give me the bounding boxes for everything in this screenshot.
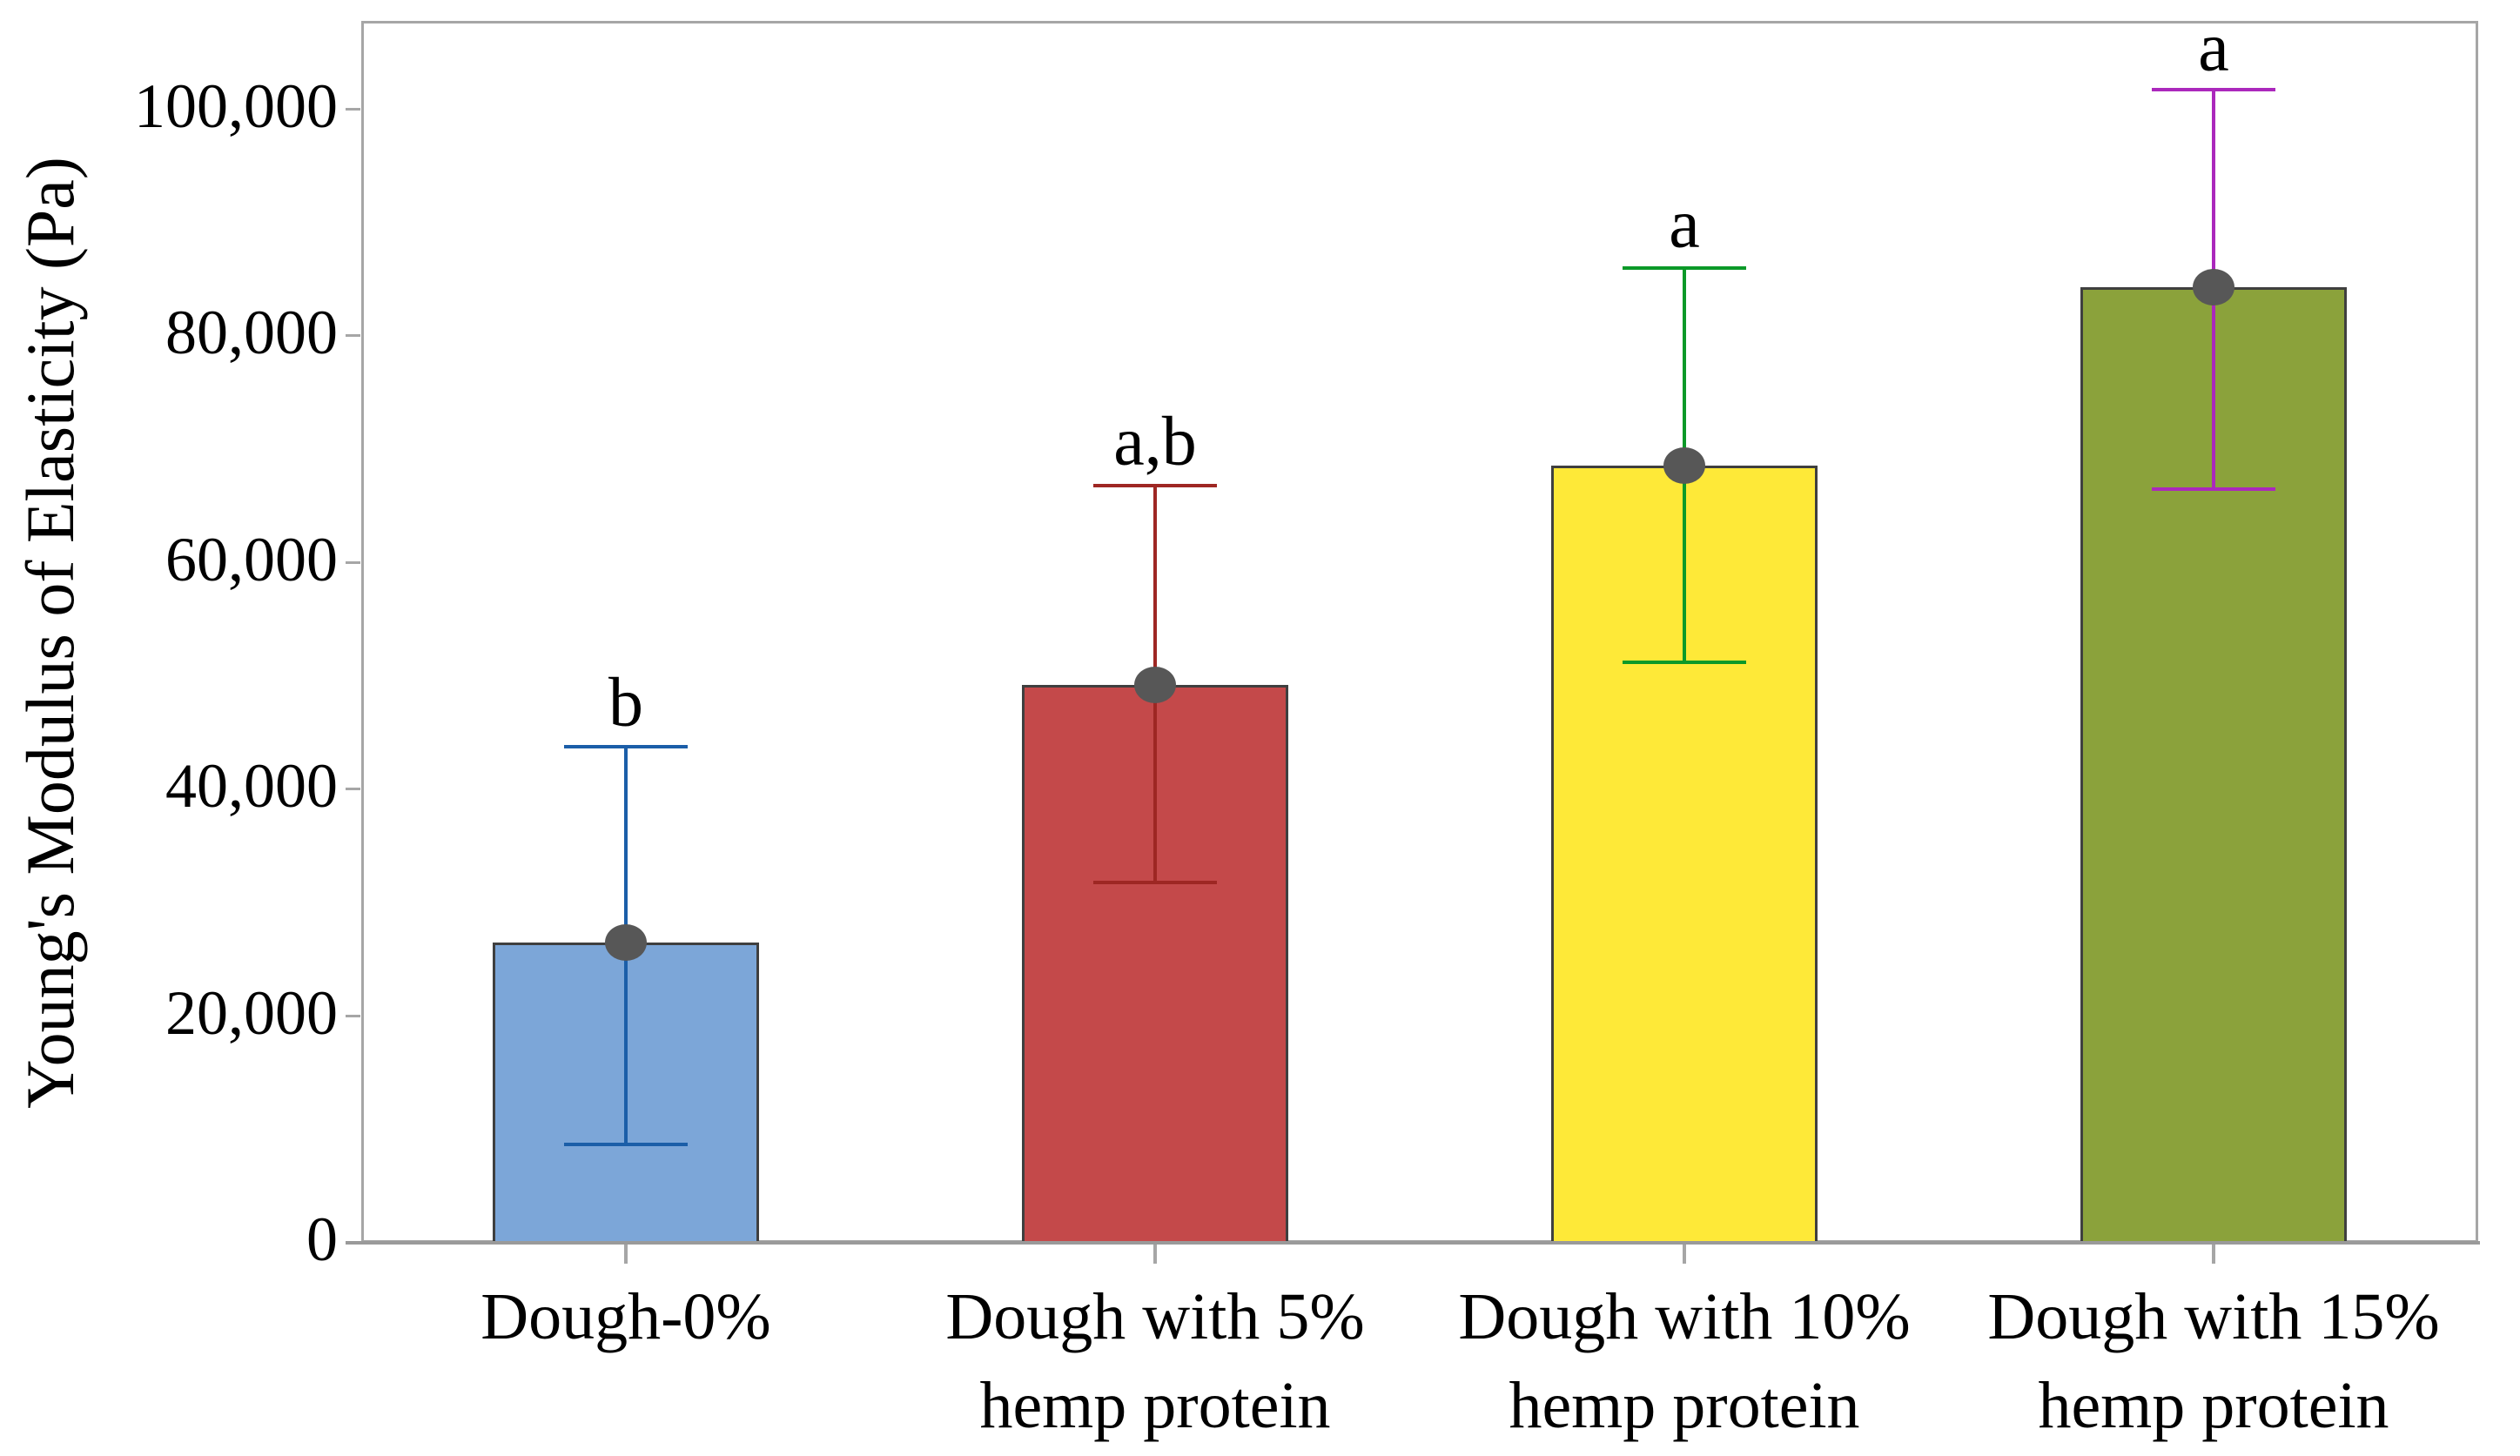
mean-marker [2193,269,2234,306]
significance-letter: a,b [1113,403,1197,480]
y-tick [346,560,360,564]
x-tick [1153,1243,1157,1264]
y-tick [346,1014,360,1017]
y-tick-label: 0 [306,1204,338,1275]
y-tick [346,788,360,791]
x-tick [2212,1243,2215,1264]
x-category-label-line: Dough with 15% [1987,1280,2440,1353]
y-tick [346,107,360,111]
x-category-label: Dough with 10% hemp protein [1354,1272,2015,1450]
x-tick [624,1243,628,1264]
x-category-label: Dough-0% [295,1272,957,1361]
x-category-label-line: Dough with 5% [945,1280,1365,1353]
y-tick-label: 60,000 [165,524,338,594]
mean-marker [1134,667,1176,704]
error-bar-cap-bottom [564,1142,688,1146]
error-bar-cap-bottom [2152,486,2275,491]
y-tick-label: 80,000 [165,298,338,368]
x-category-label-line: Dough-0% [480,1280,771,1353]
x-tick [1683,1243,1686,1264]
y-tick [346,334,360,338]
x-category-label-line: Dough with 10% [1458,1280,1911,1353]
error-bar-cap-bottom [1623,661,1746,665]
x-category-label-line: hemp protein [979,1369,1331,1442]
significance-letter: a [2198,9,2229,86]
mean-marker [605,923,647,961]
x-category-label: Dough with 5% hemp protein [824,1272,1486,1450]
error-bar-cap-top [1093,483,1217,487]
significance-letter: a [1669,185,1700,263]
x-category-label-line: hemp protein [1509,1369,1860,1442]
error-bar-cap-top [2152,88,2275,92]
x-category-label: Dough with 15% hemp protein [1883,1272,2520,1450]
y-tick-label: 20,000 [165,977,338,1048]
y-tick-label: 40,000 [165,751,338,822]
error-bar-cap-top [1623,265,1746,270]
x-category-label-line: hemp protein [2038,1369,2389,1442]
mean-marker [1663,446,1705,484]
x-axis-line [346,1241,2480,1245]
y-tick-label: 100,000 [134,70,338,141]
error-bar-cap-bottom [1093,880,1217,884]
significance-letter: b [608,664,643,741]
error-bar-cap-top [564,744,688,748]
